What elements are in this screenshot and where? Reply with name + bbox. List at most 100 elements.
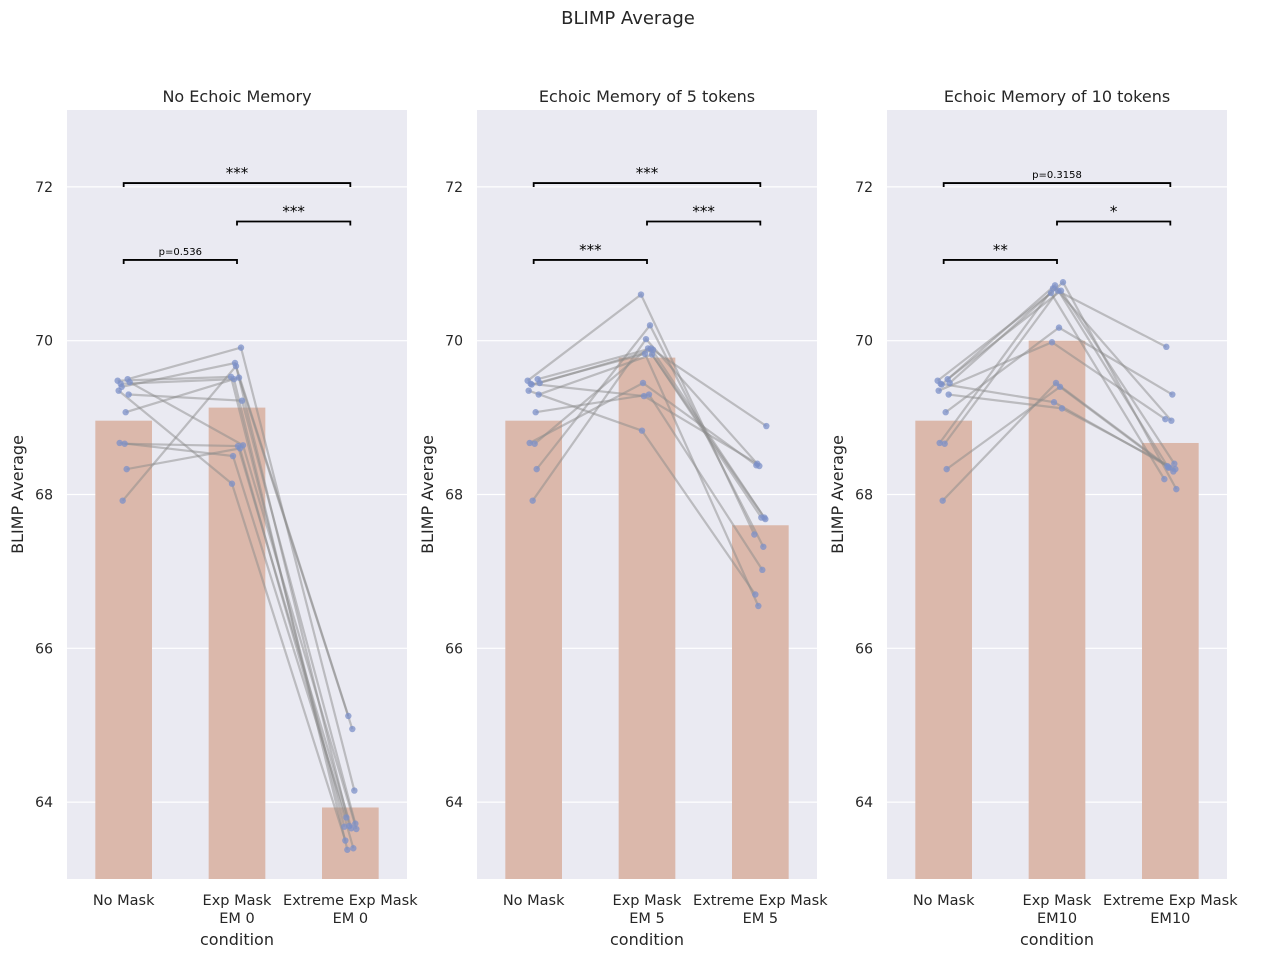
y-axis-label: BLIMP Average xyxy=(418,435,437,554)
data-point xyxy=(760,543,767,550)
significance-bracket xyxy=(122,182,352,188)
subplot-title: Echoic Memory of 5 tokens xyxy=(539,87,755,106)
bar xyxy=(1142,442,1199,879)
x-tick-label: No Mask xyxy=(93,893,155,909)
bar xyxy=(1028,340,1086,879)
significance-label: *** xyxy=(636,164,659,182)
data-point xyxy=(342,837,349,844)
y-tick-label: 70 xyxy=(855,334,873,350)
significance-label: ** xyxy=(993,241,1009,259)
significance-bracket xyxy=(942,259,1058,264)
data-point xyxy=(642,335,650,343)
data-point xyxy=(533,465,540,473)
chart-panel-2: 64 66 68 70 72 *** *** *** Echoic Memory of 5 to… xyxy=(418,87,828,949)
data-point xyxy=(1171,460,1178,467)
x-tick-label: Exp Mask EM 5 xyxy=(613,893,683,927)
bar xyxy=(95,420,152,879)
data-point xyxy=(644,345,652,352)
x-axis-label: condition xyxy=(1020,930,1094,949)
data-point xyxy=(1169,391,1176,398)
data-point xyxy=(526,439,533,447)
data-point xyxy=(1058,405,1066,412)
data-point xyxy=(238,397,246,404)
chart-panel-1: 64 66 68 70 72 p=0.536 *** *** No Echoic Memory N… xyxy=(8,87,418,949)
y-tick-label: 66 xyxy=(35,641,53,657)
significance-bracket xyxy=(236,220,352,226)
data-point xyxy=(1048,339,1056,346)
significance-label: p=0.536 xyxy=(159,247,202,258)
data-point xyxy=(945,391,952,398)
data-point xyxy=(350,845,357,852)
y-tick-label: 64 xyxy=(855,795,873,811)
bar xyxy=(915,420,972,879)
data-point xyxy=(1052,379,1060,387)
data-point xyxy=(344,846,351,853)
bar xyxy=(618,357,676,879)
data-point xyxy=(1059,279,1067,286)
data-point xyxy=(941,440,948,447)
data-point xyxy=(345,712,352,720)
data-point xyxy=(341,823,348,830)
x-tick-label: Extreme Exp Mask EM 5 xyxy=(693,893,828,927)
data-point xyxy=(531,440,538,447)
data-point xyxy=(640,392,648,400)
data-point xyxy=(351,787,358,794)
data-point xyxy=(1055,324,1063,331)
data-point xyxy=(237,344,245,351)
significance-label: *** xyxy=(226,164,249,182)
data-point xyxy=(527,380,534,387)
data-point xyxy=(532,409,539,416)
subplot-title: Echoic Memory of 10 tokens xyxy=(944,87,1170,106)
significance-label: *** xyxy=(579,241,602,259)
data-point xyxy=(353,825,360,833)
data-point xyxy=(638,427,646,434)
significance-bracket xyxy=(532,259,648,264)
data-point xyxy=(1163,343,1170,351)
significance-bracket xyxy=(1056,220,1172,226)
significance-bracket xyxy=(122,259,238,264)
data-point xyxy=(535,391,542,398)
data-point xyxy=(1173,485,1180,493)
y-tick-label: 68 xyxy=(35,488,53,504)
y-tick-label: 64 xyxy=(445,795,463,811)
x-tick-label: No Mask xyxy=(503,893,565,909)
bar xyxy=(322,807,379,879)
data-point xyxy=(946,379,953,387)
data-point xyxy=(343,814,350,821)
data-point xyxy=(759,566,766,574)
data-point xyxy=(646,322,654,329)
y-tick-label: 68 xyxy=(855,488,873,504)
y-tick-label: 72 xyxy=(855,180,873,196)
y-tick-label: 68 xyxy=(445,488,463,504)
x-axis-label: condition xyxy=(610,930,684,949)
data-point xyxy=(228,480,236,487)
data-point xyxy=(525,387,532,394)
data-point xyxy=(348,825,355,832)
data-point xyxy=(352,820,359,827)
significance-bracket xyxy=(942,182,1172,188)
data-point xyxy=(939,497,946,504)
bar xyxy=(732,525,789,879)
data-point xyxy=(235,374,243,381)
data-point xyxy=(117,380,124,387)
y-tick-label: 72 xyxy=(445,180,463,196)
data-point xyxy=(536,379,543,387)
y-tick-label: 70 xyxy=(445,334,463,350)
y-axis-label: BLIMP Average xyxy=(8,435,27,554)
data-point xyxy=(126,379,133,386)
data-point xyxy=(116,439,123,447)
x-tick-label: Extreme Exp Mask EM 0 xyxy=(283,893,418,927)
x-tick-label: Exp Mask EM 0 xyxy=(203,893,273,927)
data-point xyxy=(637,291,645,298)
data-point xyxy=(1164,462,1171,470)
data-point xyxy=(754,460,761,467)
data-point xyxy=(123,465,130,473)
data-point xyxy=(639,379,647,387)
y-tick-label: 70 xyxy=(35,334,53,350)
data-point xyxy=(119,497,126,504)
data-point xyxy=(942,409,949,416)
data-point xyxy=(936,439,943,447)
data-point xyxy=(529,497,536,504)
